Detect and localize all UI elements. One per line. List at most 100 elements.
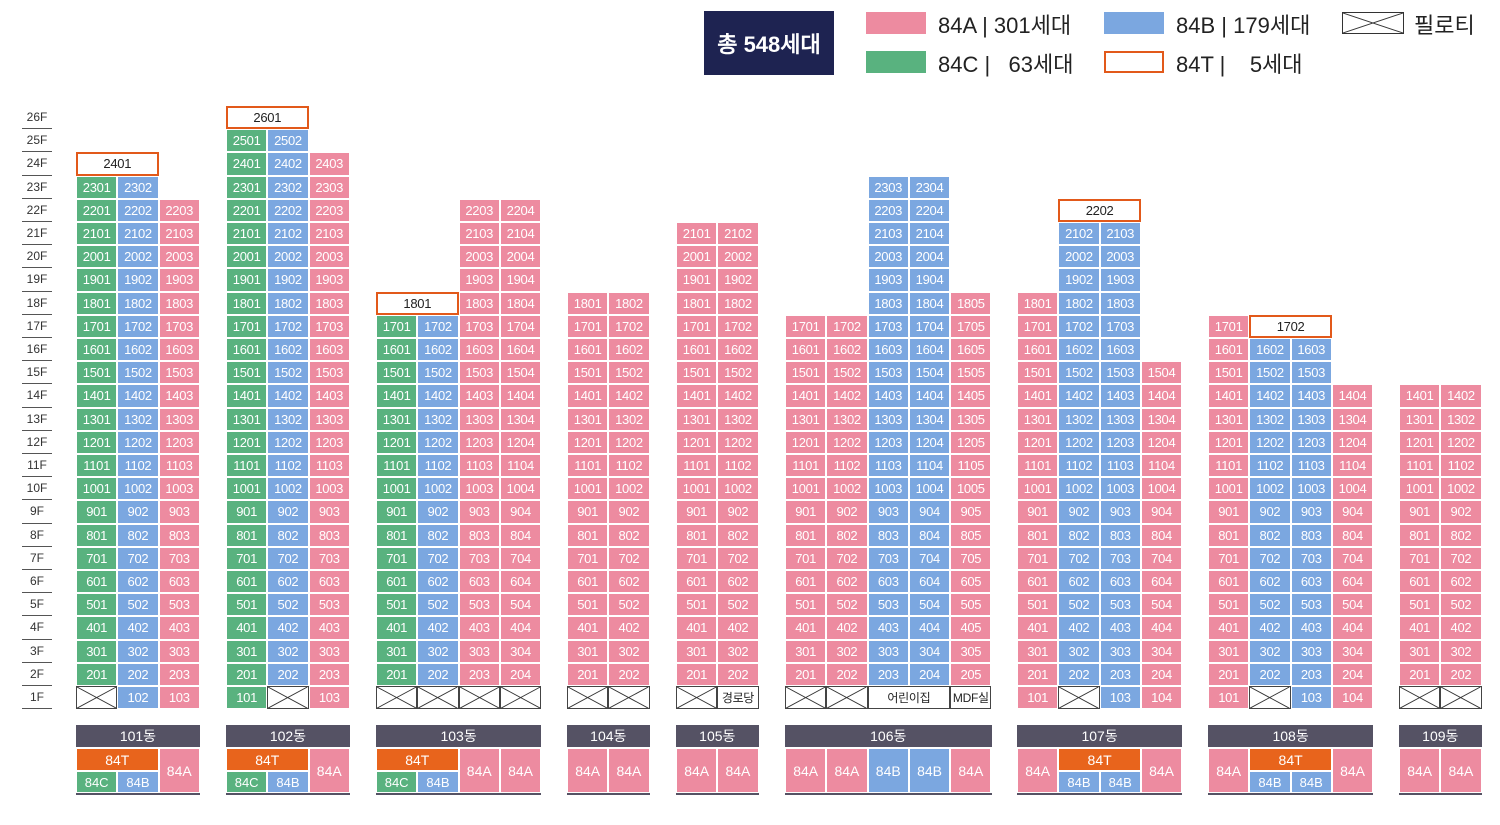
unit-cell[interactable]: 1101: [1208, 454, 1250, 478]
unit-cell[interactable]: 1703: [308, 314, 350, 338]
unit-cell[interactable]: 303: [1099, 639, 1141, 663]
unit-cell[interactable]: 703: [867, 546, 909, 570]
unit-cell[interactable]: 901: [76, 500, 118, 524]
unit-cell[interactable]: 1401: [376, 384, 418, 408]
unit-cell[interactable]: 1403: [867, 384, 909, 408]
unit-cell[interactable]: 1702: [117, 314, 159, 338]
unit-cell[interactable]: 104: [1140, 686, 1183, 710]
unit-cell[interactable]: 1503: [308, 361, 350, 385]
unit-cell[interactable]: 1302: [608, 407, 650, 431]
unit-cell[interactable]: 1902: [117, 268, 159, 292]
unit-cell[interactable]: 1002: [117, 477, 159, 501]
unit-cell[interactable]: 1602: [717, 338, 759, 362]
unit-cell[interactable]: 901: [567, 500, 609, 524]
unit-cell[interactable]: 1302: [717, 407, 759, 431]
unit-cell[interactable]: 402: [826, 616, 868, 640]
unit-cell[interactable]: 1003: [458, 477, 500, 501]
unit-cell[interactable]: 402: [117, 616, 159, 640]
unit-cell[interactable]: 401: [1208, 616, 1250, 640]
unit-cell[interactable]: 1303: [458, 407, 500, 431]
unit-cell[interactable]: 1501: [676, 361, 718, 385]
unit-cell[interactable]: 1105: [950, 454, 992, 478]
unit-cell[interactable]: 2002: [267, 245, 309, 269]
unit-cell[interactable]: 403: [158, 616, 200, 640]
unit-cell[interactable]: 2204: [908, 198, 951, 222]
unit-cell[interactable]: 1402: [1440, 384, 1482, 408]
unit-cell[interactable]: 1004: [1140, 477, 1183, 501]
unit-cell[interactable]: 1201: [376, 430, 418, 454]
unit-cell[interactable]: 1402: [608, 384, 650, 408]
unit-cell[interactable]: 501: [76, 593, 118, 617]
unit-cell[interactable]: 301: [1208, 639, 1250, 663]
unit-cell[interactable]: 1304: [908, 407, 951, 431]
unit-cell[interactable]: 2003: [458, 245, 500, 269]
unit-cell[interactable]: 1701: [567, 314, 609, 338]
unit-cell[interactable]: 302: [826, 639, 868, 663]
unit-cell[interactable]: 902: [1249, 500, 1291, 524]
unit-cell[interactable]: 203: [458, 662, 500, 686]
unit-cell[interactable]: 1001: [1399, 477, 1441, 501]
unit-cell[interactable]: 2003: [867, 245, 909, 269]
unit-cell[interactable]: 802: [117, 523, 159, 547]
unit-cell[interactable]: 801: [76, 523, 118, 547]
unit-cell[interactable]: 1202: [267, 430, 309, 454]
unit-cell[interactable]: 202: [417, 662, 459, 686]
unit-cell[interactable]: 904: [499, 500, 542, 524]
unit-cell[interactable]: 403: [867, 616, 909, 640]
unit-cell[interactable]: 1402: [117, 384, 159, 408]
unit-cell[interactable]: 1101: [567, 454, 609, 478]
unit-cell[interactable]: 901: [1399, 500, 1441, 524]
unit-cell[interactable]: 304: [499, 639, 542, 663]
unit-cell[interactable]: 205: [950, 662, 992, 686]
unit-cell[interactable]: 402: [1249, 616, 1291, 640]
unit-cell[interactable]: 501: [1017, 593, 1059, 617]
unit-cell[interactable]: 202: [826, 662, 868, 686]
unit-cell[interactable]: 803: [1099, 523, 1141, 547]
unit-cell[interactable]: 502: [717, 593, 759, 617]
unit-cell[interactable]: 902: [267, 500, 309, 524]
unit-cell[interactable]: 704: [499, 546, 542, 570]
unit-cell[interactable]: 1102: [417, 454, 459, 478]
unit-cell[interactable]: 1303: [1290, 407, 1332, 431]
unit-cell[interactable]: 1202: [417, 430, 459, 454]
unit-cell[interactable]: 1104: [1331, 454, 1374, 478]
unit-cell[interactable]: 1904: [908, 268, 951, 292]
unit-cell[interactable]: 1601: [226, 338, 268, 362]
unit-cell[interactable]: 605: [950, 570, 992, 594]
unit-cell[interactable]: 1703: [458, 314, 500, 338]
unit-cell[interactable]: 1003: [158, 477, 200, 501]
unit-cell[interactable]: 1101: [76, 454, 118, 478]
unit-cell[interactable]: 1902: [267, 268, 309, 292]
unit-cell[interactable]: 2203: [158, 198, 200, 222]
unit-cell[interactable]: 601: [567, 570, 609, 594]
unit-cell[interactable]: 1501: [1208, 361, 1250, 385]
unit-cell[interactable]: 1104: [908, 454, 951, 478]
unit-cell[interactable]: 103: [158, 686, 200, 710]
unit-cell[interactable]: 504: [499, 593, 542, 617]
unit-cell[interactable]: 1702: [1058, 314, 1100, 338]
unit-cell[interactable]: 2102: [267, 222, 309, 246]
unit-cell[interactable]: 2303: [308, 175, 350, 199]
unit-cell[interactable]: 1101: [1017, 454, 1059, 478]
unit-cell[interactable]: 302: [1058, 639, 1100, 663]
unit-cell[interactable]: 1603: [308, 338, 350, 362]
unit-cell[interactable]: 701: [1017, 546, 1059, 570]
unit-cell[interactable]: 1701: [676, 314, 718, 338]
unit-cell[interactable]: 801: [567, 523, 609, 547]
unit-cell[interactable]: 1201: [676, 430, 718, 454]
unit-cell[interactable]: 804: [1140, 523, 1183, 547]
unit-cell[interactable]: 502: [267, 593, 309, 617]
unit-cell[interactable]: 2001: [76, 245, 118, 269]
unit-cell[interactable]: 502: [608, 593, 650, 617]
unit-cell[interactable]: 201: [1399, 662, 1441, 686]
unit-cell[interactable]: 1201: [1399, 430, 1441, 454]
unit-cell[interactable]: 1603: [1290, 338, 1332, 362]
unit-cell[interactable]: 702: [267, 546, 309, 570]
unit-cell[interactable]: 1102: [267, 454, 309, 478]
unit-cell[interactable]: 1504: [1140, 361, 1183, 385]
unit-cell[interactable]: 1001: [676, 477, 718, 501]
unit-cell[interactable]: 603: [458, 570, 500, 594]
unit-cell[interactable]: 401: [567, 616, 609, 640]
unit-cell[interactable]: 602: [417, 570, 459, 594]
unit-cell[interactable]: 2001: [676, 245, 718, 269]
